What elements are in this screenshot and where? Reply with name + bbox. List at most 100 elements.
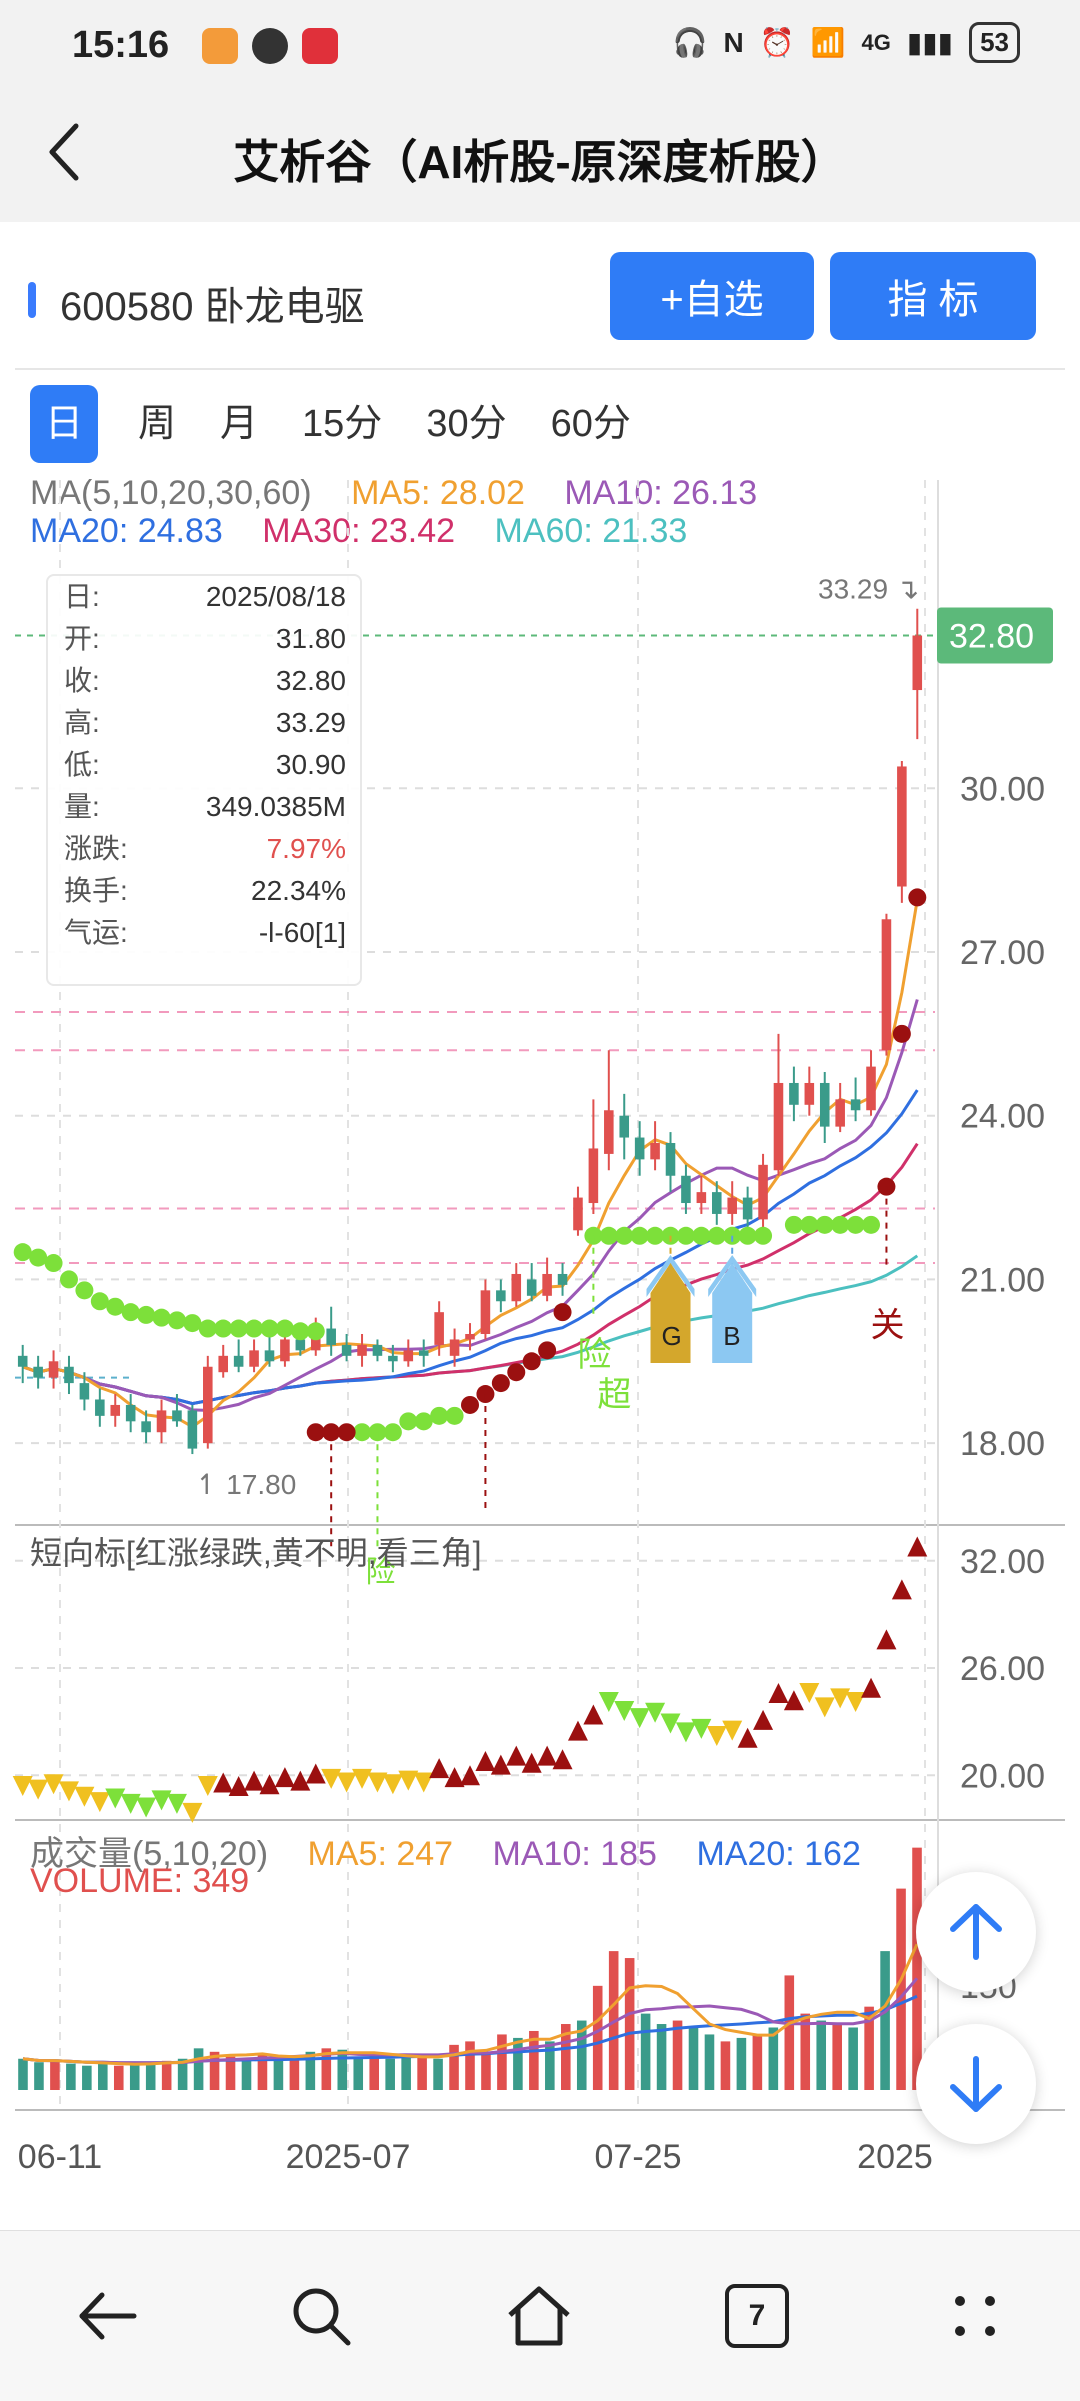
volume-legend-line2: VOLUME: 349 — [30, 1862, 279, 1901]
candle-body — [187, 1410, 198, 1449]
short-indicator-triangle — [305, 1763, 326, 1784]
green-signal-dot — [152, 1308, 171, 1327]
indicator-button[interactable]: 指 标 — [830, 252, 1036, 340]
nav-back-button[interactable] — [62, 2271, 152, 2361]
short-indicator-triangle — [660, 1713, 681, 1734]
volume-bar — [896, 1888, 906, 2090]
period-tabs: 日 周 月 15分 30分 60分 — [30, 385, 653, 463]
green-signal-dot — [676, 1226, 695, 1245]
scroll-down-button[interactable] — [916, 2024, 1036, 2144]
green-signal-dot — [707, 1226, 726, 1245]
short-indicator-triangle — [583, 1704, 604, 1725]
green-signal-dot — [630, 1226, 649, 1245]
candle-body — [711, 1192, 722, 1214]
nav-menu-button[interactable] — [930, 2271, 1020, 2361]
tab-week[interactable]: 周 — [138, 403, 177, 445]
chevron-left-icon — [49, 123, 79, 181]
green-signal-dot — [137, 1305, 156, 1324]
short-indicator-triangle — [490, 1754, 511, 1775]
candle-info-box: 日: 2025/08/18 开: 31.80 收: 32.80 高: 33.29 低: 3… — [46, 574, 362, 986]
candle-body — [465, 1334, 475, 1340]
scroll-up-button[interactable] — [916, 1872, 1036, 1992]
volume-bar — [513, 2037, 523, 2090]
volume-bar — [880, 1951, 890, 2090]
info-row-fortune: 气运: -l-60[1] — [64, 917, 346, 948]
tab-60min[interactable]: 60分 — [550, 403, 631, 445]
green-signal-dot — [245, 1319, 264, 1338]
volume-bar — [321, 2048, 332, 2090]
volume-bar — [561, 2024, 571, 2090]
tab-15min[interactable]: 15分 — [302, 403, 383, 445]
info-row-open: 开: 31.80 — [64, 623, 346, 654]
green-signal-dot — [383, 1423, 402, 1442]
candle-body — [526, 1279, 537, 1296]
tab-30min[interactable]: 30分 — [426, 403, 507, 445]
candle-body — [249, 1350, 259, 1367]
short-indicator-triangle — [89, 1792, 110, 1813]
volume-bar — [193, 2048, 204, 2090]
volume-bars — [18, 1847, 922, 2090]
candle-body — [341, 1344, 352, 1356]
page-title: 艾析谷（AI析股-原深度析股） — [233, 136, 847, 188]
volume-bar — [273, 2058, 284, 2090]
volume-bar — [369, 2055, 379, 2090]
short-indicator-triangle — [74, 1786, 95, 1807]
green-signal-dot — [260, 1319, 279, 1338]
volume-bar — [848, 2027, 858, 2090]
y-tick-label: 21.00 — [960, 1261, 1045, 1299]
short-indicator-triangle — [753, 1709, 774, 1730]
volume-value-legend: VOLUME: 349 — [30, 1862, 250, 1900]
short-indicator-triangle — [567, 1720, 588, 1741]
nav-search-button[interactable] — [276, 2271, 366, 2361]
volume-bar — [98, 2062, 108, 2090]
candle-body — [172, 1410, 182, 1422]
ma20-legend: MA20: 24.83 — [30, 512, 223, 550]
nav-home-button[interactable] — [494, 2271, 584, 2361]
candle-body — [758, 1164, 768, 1220]
volume-bar — [145, 2062, 156, 2090]
ma30-legend: MA30: 23.42 — [262, 512, 456, 550]
ma60-legend: MA60: 21.33 — [494, 512, 688, 550]
add-watchlist-button[interactable]: +自选 — [610, 252, 814, 340]
volume-bar — [640, 2013, 651, 2090]
home-icon — [508, 2286, 570, 2346]
back-button[interactable] — [30, 112, 110, 192]
nav-tabs-button[interactable]: 7 — [712, 2271, 802, 2361]
volume-ma5-legend: MA5: 247 — [307, 1835, 454, 1873]
y-tick-label: 27.00 — [960, 934, 1045, 972]
green-signal-dot — [399, 1412, 418, 1431]
nfc-icon: N — [723, 26, 744, 58]
candle-body — [665, 1143, 676, 1176]
volume-bar — [497, 2034, 507, 2090]
short-indicator-triangle — [228, 1776, 249, 1797]
green-signal-dot — [44, 1254, 63, 1273]
short-indicator-triangle — [460, 1765, 480, 1786]
y-tick-label: 24.00 — [960, 1098, 1045, 1136]
candle-body — [295, 1339, 306, 1351]
short-indicator-triangle — [12, 1776, 33, 1797]
red-signal-dot — [522, 1352, 541, 1371]
short-indicator-marks — [12, 1536, 928, 1823]
high-price-label: 33.29 ↴ — [818, 574, 919, 605]
volume-bar — [18, 2058, 28, 2090]
signal-chao-label: 超 — [597, 1375, 631, 1415]
g-signal-badge-label: G — [662, 1321, 682, 1351]
short-indicator-triangle — [614, 1700, 635, 1721]
alarm-icon: ⏰ — [759, 27, 795, 58]
candle-body — [141, 1421, 151, 1433]
green-signal-dot — [183, 1314, 202, 1333]
volume-bar — [113, 2065, 124, 2090]
candle-body — [156, 1410, 167, 1433]
signal-xian-bottom-label: 险 — [365, 1555, 395, 1590]
candle-body — [48, 1361, 59, 1378]
green-signal-dot — [784, 1215, 803, 1234]
current-price-text: 32.80 — [949, 617, 1034, 655]
tab-month[interactable]: 月 — [220, 403, 259, 445]
info-row-volume: 量: 349.0385M — [64, 791, 346, 822]
tab-count-badge: 7 — [725, 2284, 789, 2348]
volume-bar — [688, 2027, 699, 2090]
tab-day[interactable]: 日 — [30, 385, 98, 463]
candle-body — [388, 1355, 398, 1362]
volume-bar — [257, 2053, 268, 2090]
